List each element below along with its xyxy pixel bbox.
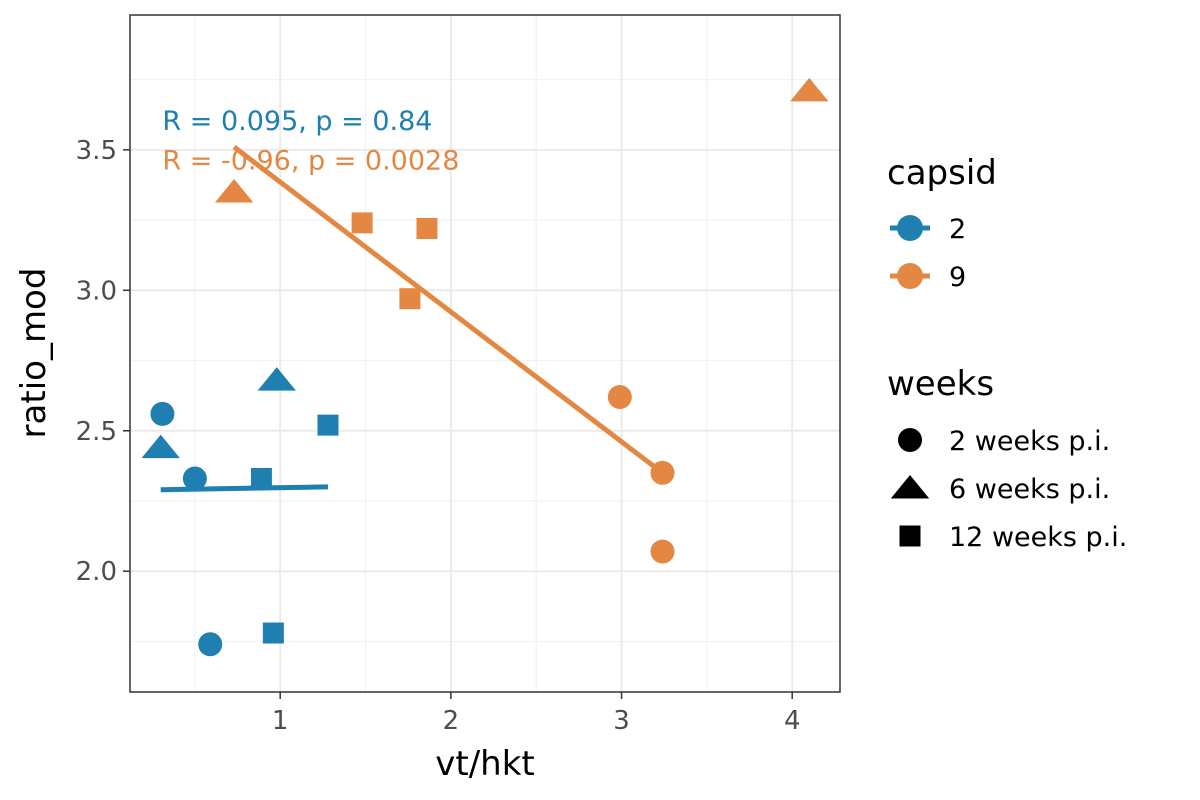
x-axis-ticks: 1 2 3 4 bbox=[272, 692, 801, 736]
point-capsid-2 bbox=[250, 468, 272, 490]
point-capsid-9 bbox=[650, 539, 675, 564]
x-tick-label: 2 bbox=[443, 706, 460, 736]
point-capsid-2 bbox=[150, 401, 175, 426]
legend-label: 2 bbox=[949, 214, 966, 245]
legend-label: 9 bbox=[949, 262, 966, 293]
legend-key-point bbox=[897, 263, 923, 289]
x-tick-label: 4 bbox=[784, 706, 801, 736]
panel-border bbox=[129, 14, 841, 693]
grid-lines bbox=[130, 15, 840, 692]
y-tick-label: 3.0 bbox=[76, 276, 117, 306]
legend-label: 12 weeks p.i. bbox=[949, 522, 1127, 553]
point-capsid-9 bbox=[399, 288, 421, 310]
data-points bbox=[141, 77, 829, 657]
point-capsid-9 bbox=[607, 385, 632, 410]
correlation-annotations: R = 0.095, p = 0.84 R = -0.96, p = 0.0028 bbox=[162, 106, 459, 176]
point-capsid-9 bbox=[416, 217, 438, 239]
annotation-capsid-2: R = 0.095, p = 0.84 bbox=[162, 106, 432, 137]
point-capsid-9 bbox=[790, 77, 829, 102]
x-tick-label: 3 bbox=[613, 706, 630, 736]
point-capsid-2 bbox=[198, 632, 223, 657]
legend-label: 6 weeks p.i. bbox=[949, 474, 1110, 505]
regression-lines bbox=[160, 145, 665, 493]
x-tick-label: 1 bbox=[272, 706, 289, 736]
panel-background bbox=[130, 15, 840, 692]
legend-label: 2 weeks p.i. bbox=[949, 426, 1110, 457]
legend: capsid 2 9 weeks 2 weeks p.i. 6 weeks p.i. 12 … bbox=[887, 153, 1127, 553]
y-tick-label: 2.0 bbox=[76, 557, 117, 587]
legend-key-triangle bbox=[890, 474, 930, 499]
point-capsid-9 bbox=[214, 178, 254, 203]
fit-line-capsid-2 bbox=[160, 484, 329, 493]
legend-title-capsid: capsid bbox=[887, 153, 997, 193]
legend-key-point bbox=[897, 215, 923, 241]
y-tick-label: 2.5 bbox=[76, 417, 117, 447]
y-axis-title: ratio_mod bbox=[14, 268, 54, 439]
legend-key-circle bbox=[898, 428, 922, 452]
point-capsid-2 bbox=[257, 367, 296, 391]
annotation-capsid-9: R = -0.96, p = 0.0028 bbox=[162, 146, 459, 177]
legend-title-weeks: weeks bbox=[887, 364, 994, 404]
point-capsid-2 bbox=[141, 434, 180, 459]
fit-line-capsid-9 bbox=[232, 145, 665, 475]
point-capsid-2 bbox=[317, 414, 339, 436]
x-axis-title: vt/hkt bbox=[435, 744, 534, 784]
point-capsid-9 bbox=[650, 460, 675, 485]
legend-key-square bbox=[899, 525, 921, 547]
point-capsid-2 bbox=[182, 466, 207, 491]
y-tick-label: 3.5 bbox=[76, 136, 117, 166]
point-capsid-9 bbox=[351, 212, 373, 234]
y-axis-ticks: 2.0 2.5 3.0 3.5 bbox=[76, 136, 130, 587]
point-capsid-2 bbox=[262, 622, 284, 644]
